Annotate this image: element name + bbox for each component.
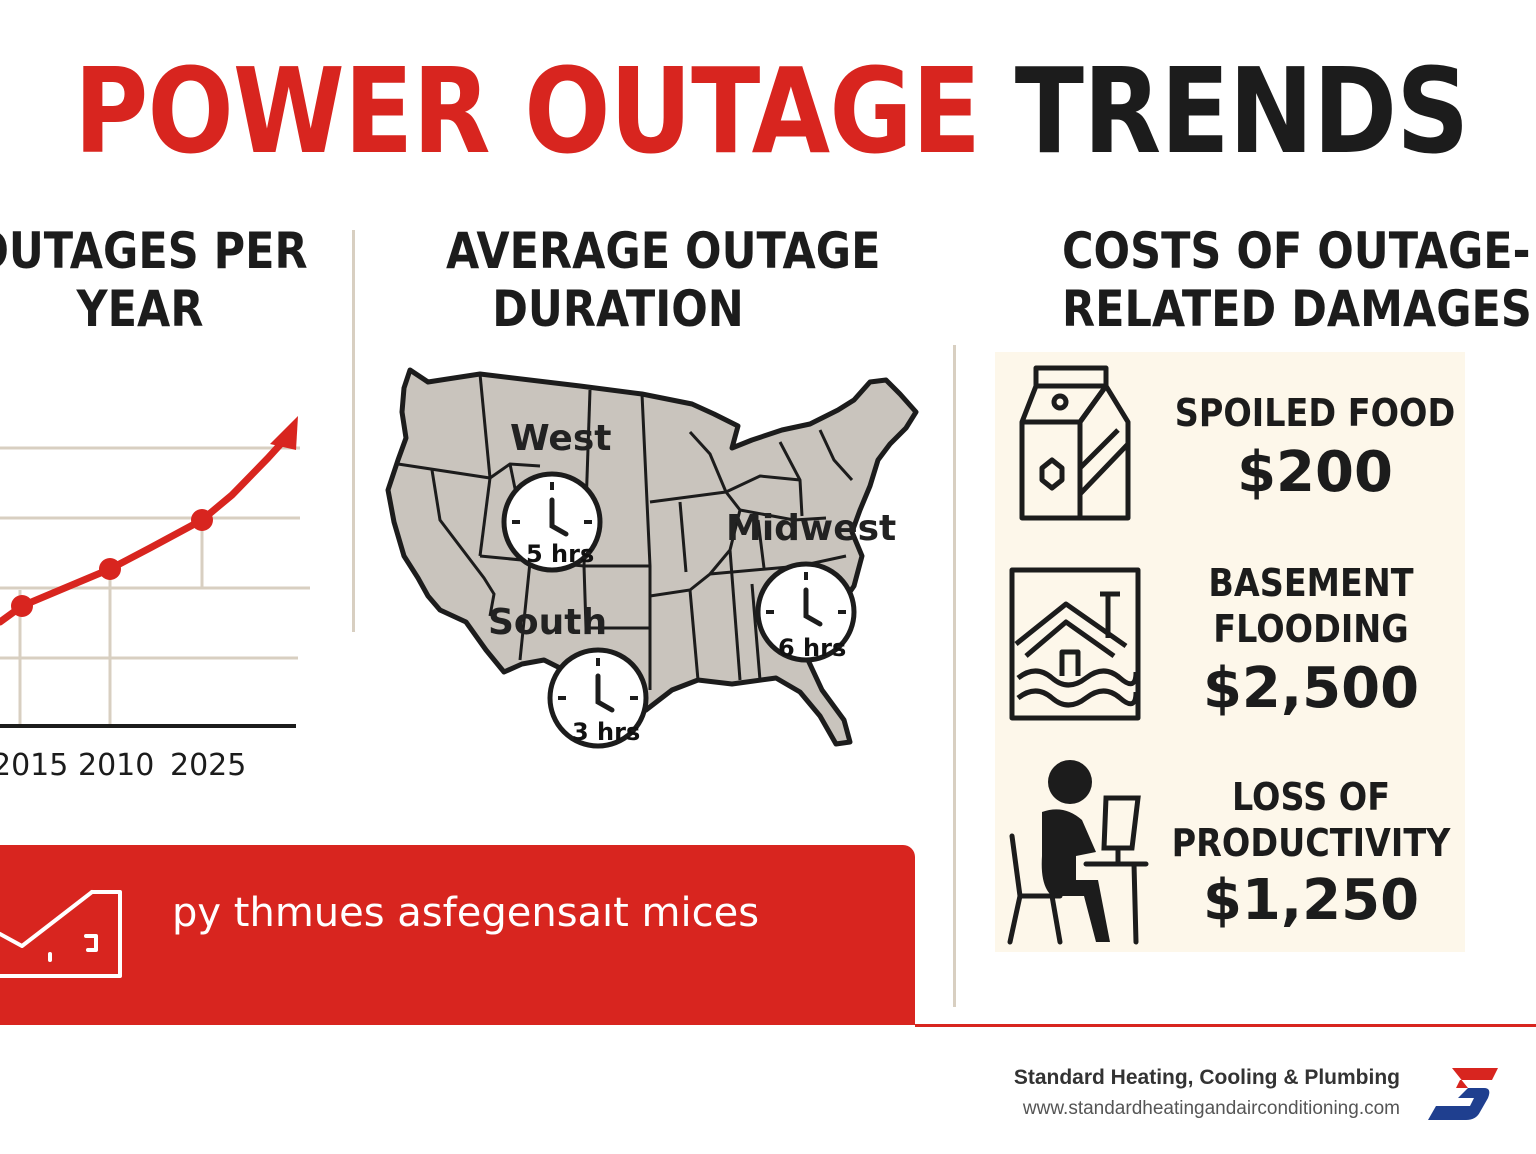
clock-icon — [755, 561, 857, 663]
costs-heading-line1: COSTS OF OUTAGE- — [1062, 222, 1531, 280]
column-divider — [953, 345, 956, 1007]
milk-carton-icon — [1019, 365, 1131, 521]
clock-hours-label: 5 hrs — [526, 540, 595, 568]
outages-heading: OUTAGES PER YEAR — [0, 222, 312, 338]
red-banner — [0, 845, 915, 1025]
cost-item-label: BASEMENT FLOODING — [1166, 560, 1456, 652]
cost-label-line2: FLOODING — [1213, 607, 1409, 651]
map-state-borders — [397, 373, 854, 690]
year-label: 2015 — [0, 748, 69, 783]
company-url[interactable]: www.standardheatingandairconditioning.co… — [1022, 1098, 1400, 1119]
company-logo-icon — [1428, 1068, 1498, 1120]
cost-label-line2: PRODUCTIVITY — [1171, 821, 1451, 865]
column-divider — [352, 230, 355, 632]
cost-item-value: $2,500 — [1202, 656, 1420, 721]
outages-heading-line2: YEAR — [76, 280, 204, 338]
footer-rule — [915, 1024, 1536, 1027]
cost-item-value: $200 — [1237, 440, 1393, 505]
data-point — [11, 595, 33, 617]
clock-hours-label: 6 hrs — [778, 634, 847, 662]
year-label: 2025 — [170, 748, 247, 783]
duration-heading: AVERAGE OUTAGE DURATION — [446, 222, 881, 338]
data-point — [191, 509, 213, 531]
clock-icon — [501, 471, 603, 573]
flooded-house-icon — [1009, 567, 1141, 721]
map-region-label: Midwest — [726, 508, 897, 549]
costs-heading-line2: RELATED DAMAGES — [1062, 280, 1532, 338]
clock-hours-label: 3 hrs — [572, 718, 641, 746]
trend-chart-icon — [0, 890, 122, 978]
year-label: 2010 — [78, 748, 155, 783]
title-part-dark: TRENDS — [1014, 42, 1470, 180]
costs-heading: COSTS OF OUTAGE- RELATED DAMAGES — [1062, 222, 1532, 338]
company-name: Standard Heating, Cooling & Plumbing — [1013, 1066, 1400, 1089]
worker-at-computer-icon — [1007, 760, 1149, 945]
cost-item-label: SPOILED FOOD — [1170, 390, 1460, 436]
banner-text: py thmues asfegensaıt mices — [172, 890, 760, 936]
cost-label-line1: LOSS OF — [1231, 775, 1391, 819]
map-region-label: West — [510, 418, 612, 459]
title-part-red: POWER OUTAGE — [74, 42, 981, 180]
cost-item-label: LOSS OF PRODUCTIVITY — [1166, 774, 1456, 866]
duration-heading-line2: DURATION — [492, 280, 744, 338]
data-point — [99, 558, 121, 580]
outages-line-chart — [0, 416, 310, 728]
outages-heading-line1: OUTAGES PER — [0, 222, 308, 280]
cost-label-line1: BASEMENT — [1208, 561, 1414, 605]
chart-grid — [0, 446, 310, 725]
clock-icon — [547, 647, 649, 749]
map-region-label: South — [488, 602, 608, 643]
cost-label-line1: SPOILED FOOD — [1174, 391, 1456, 435]
trend-arrow-head — [270, 416, 298, 450]
us-map — [385, 367, 919, 747]
trend-line — [0, 432, 292, 626]
cost-item-value: $1,250 — [1202, 868, 1420, 933]
duration-heading-line1: AVERAGE OUTAGE — [446, 222, 881, 280]
page-title: POWER OUTAGE TRENDS — [74, 52, 1469, 170]
